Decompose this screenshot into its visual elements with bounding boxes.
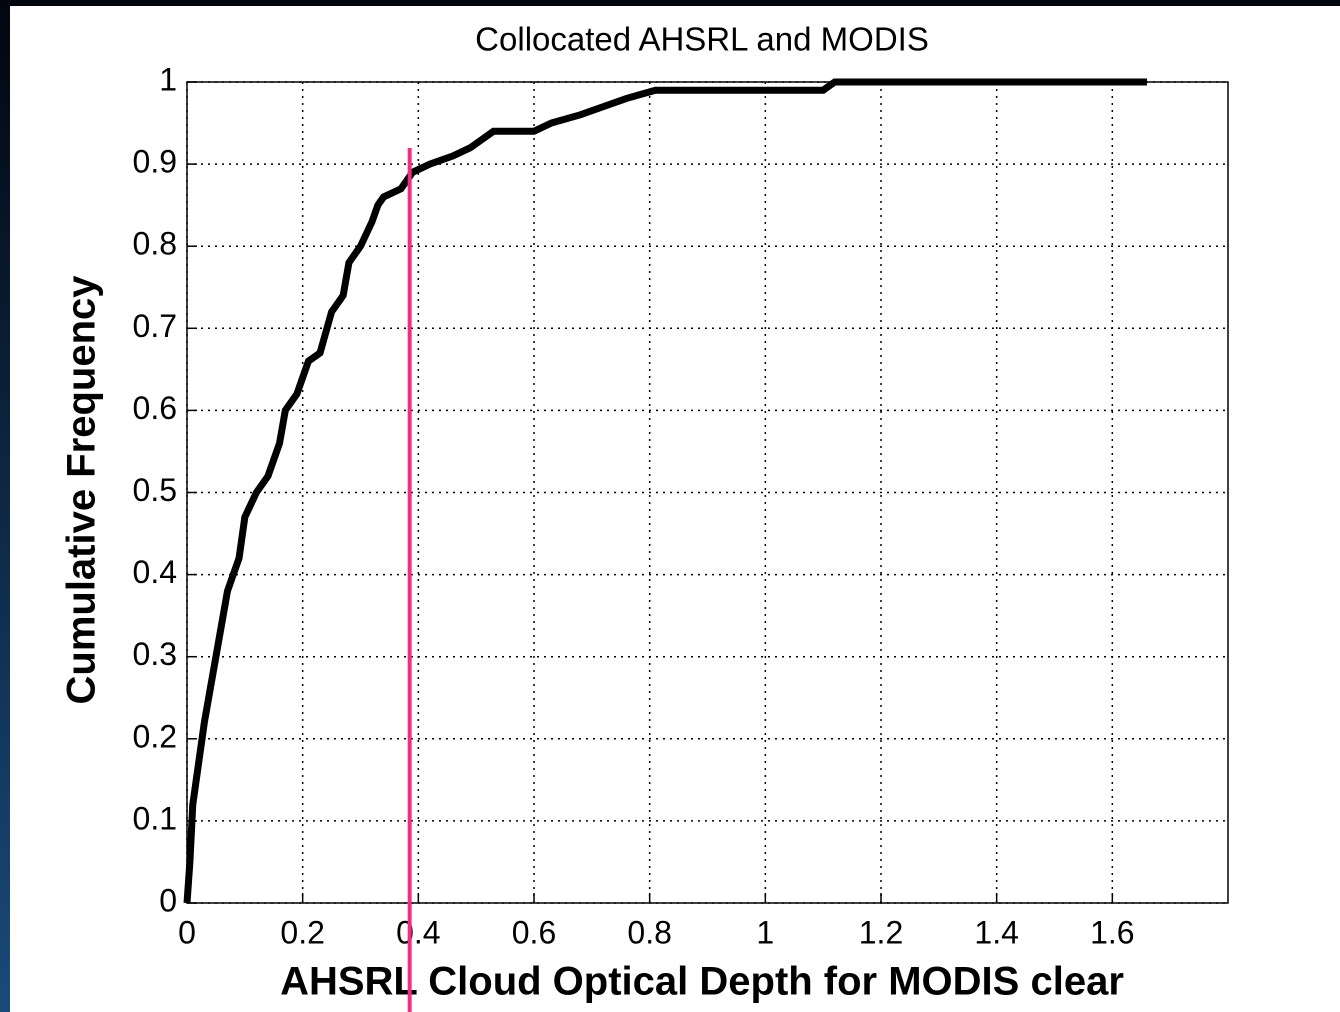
y-tick-label: 0.1 bbox=[133, 800, 177, 836]
x-tick-label: 1.6 bbox=[1090, 914, 1134, 950]
y-tick-label: 0.6 bbox=[133, 390, 177, 426]
chart-title: Collocated AHSRL and MODIS bbox=[475, 21, 929, 58]
x-tick-label: 1.4 bbox=[974, 914, 1018, 950]
x-axis-label: AHSRL Cloud Optical Depth for MODIS clea… bbox=[280, 960, 1124, 1004]
x-tick-label: 1.2 bbox=[859, 914, 903, 950]
x-tick-label: 0.8 bbox=[627, 914, 671, 950]
y-tick-label: 0.4 bbox=[133, 554, 177, 590]
x-tick-label: 0.4 bbox=[396, 914, 440, 950]
figure-panel bbox=[10, 6, 1340, 1012]
y-tick-label: 0.8 bbox=[133, 226, 177, 262]
y-tick-label: 1 bbox=[159, 61, 177, 97]
y-axis-label: Cumulative Frequency bbox=[60, 275, 104, 705]
y-tick-label: 0.2 bbox=[133, 718, 177, 754]
y-tick-label: 0.9 bbox=[133, 144, 177, 180]
x-tick-label: 0.6 bbox=[512, 914, 556, 950]
y-tick-label: 0.5 bbox=[133, 472, 177, 508]
cdf-line bbox=[183, 78, 1148, 904]
y-tick-label: 0.3 bbox=[133, 636, 177, 672]
y-tick-label: 0.7 bbox=[133, 308, 177, 344]
plot-frame bbox=[186, 81, 1229, 904]
x-tick-label: 0.2 bbox=[280, 914, 324, 950]
y-tick-label: 0 bbox=[159, 882, 177, 918]
x-tick-label: 1 bbox=[756, 914, 774, 950]
x-tick-label: 0 bbox=[178, 914, 196, 950]
